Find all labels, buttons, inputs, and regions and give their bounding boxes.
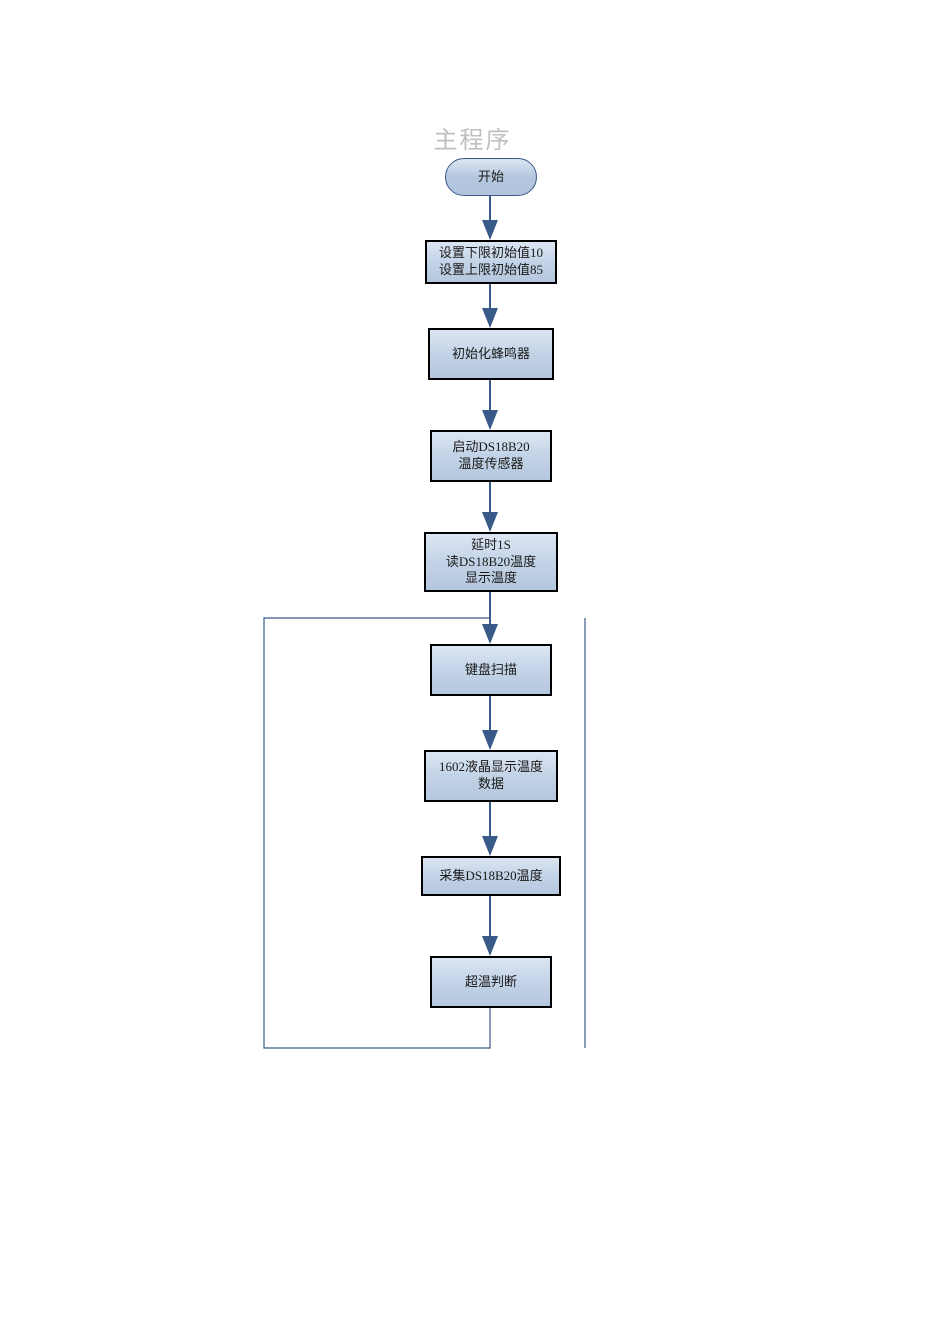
- flow-node-text: 采集DS18B20温度: [439, 868, 542, 885]
- flow-node-n1: 设置下限初始值10设置上限初始值85: [425, 240, 557, 284]
- flow-node-text: 超温判断: [465, 974, 517, 991]
- flow-node-text: 设置下限初始值10: [439, 245, 543, 262]
- flow-node-text: 设置上限初始值85: [439, 262, 543, 279]
- flow-node-n3: 启动DS18B20温度传感器: [430, 430, 552, 482]
- flow-node-n7: 采集DS18B20温度: [421, 856, 561, 896]
- flow-node-text: 初始化蜂鸣器: [452, 346, 530, 363]
- flow-node-start: 开始: [445, 158, 537, 196]
- flow-node-text: 读DS18B20温度: [446, 554, 536, 571]
- flow-node-text: 温度传感器: [458, 456, 523, 473]
- flow-node-text: 开始: [478, 169, 504, 186]
- flow-node-text: 延时1S: [471, 537, 511, 554]
- flow-node-text: 启动DS18B20: [452, 439, 529, 456]
- flow-node-n5: 键盘扫描: [430, 644, 552, 696]
- flow-node-text: 显示温度: [465, 570, 517, 587]
- flow-node-n2: 初始化蜂鸣器: [428, 328, 554, 380]
- flow-node-text: 键盘扫描: [465, 662, 517, 679]
- flow-node-n4: 延时1S读DS18B20温度显示温度: [424, 532, 558, 592]
- flow-node-n6: 1602液晶显示温度数据: [424, 750, 558, 802]
- flow-node-text: 数据: [478, 776, 504, 793]
- flow-node-text: 1602液晶显示温度: [439, 759, 543, 776]
- diagram-title: 主程序: [0, 120, 945, 155]
- flow-node-n8: 超温判断: [430, 956, 552, 1008]
